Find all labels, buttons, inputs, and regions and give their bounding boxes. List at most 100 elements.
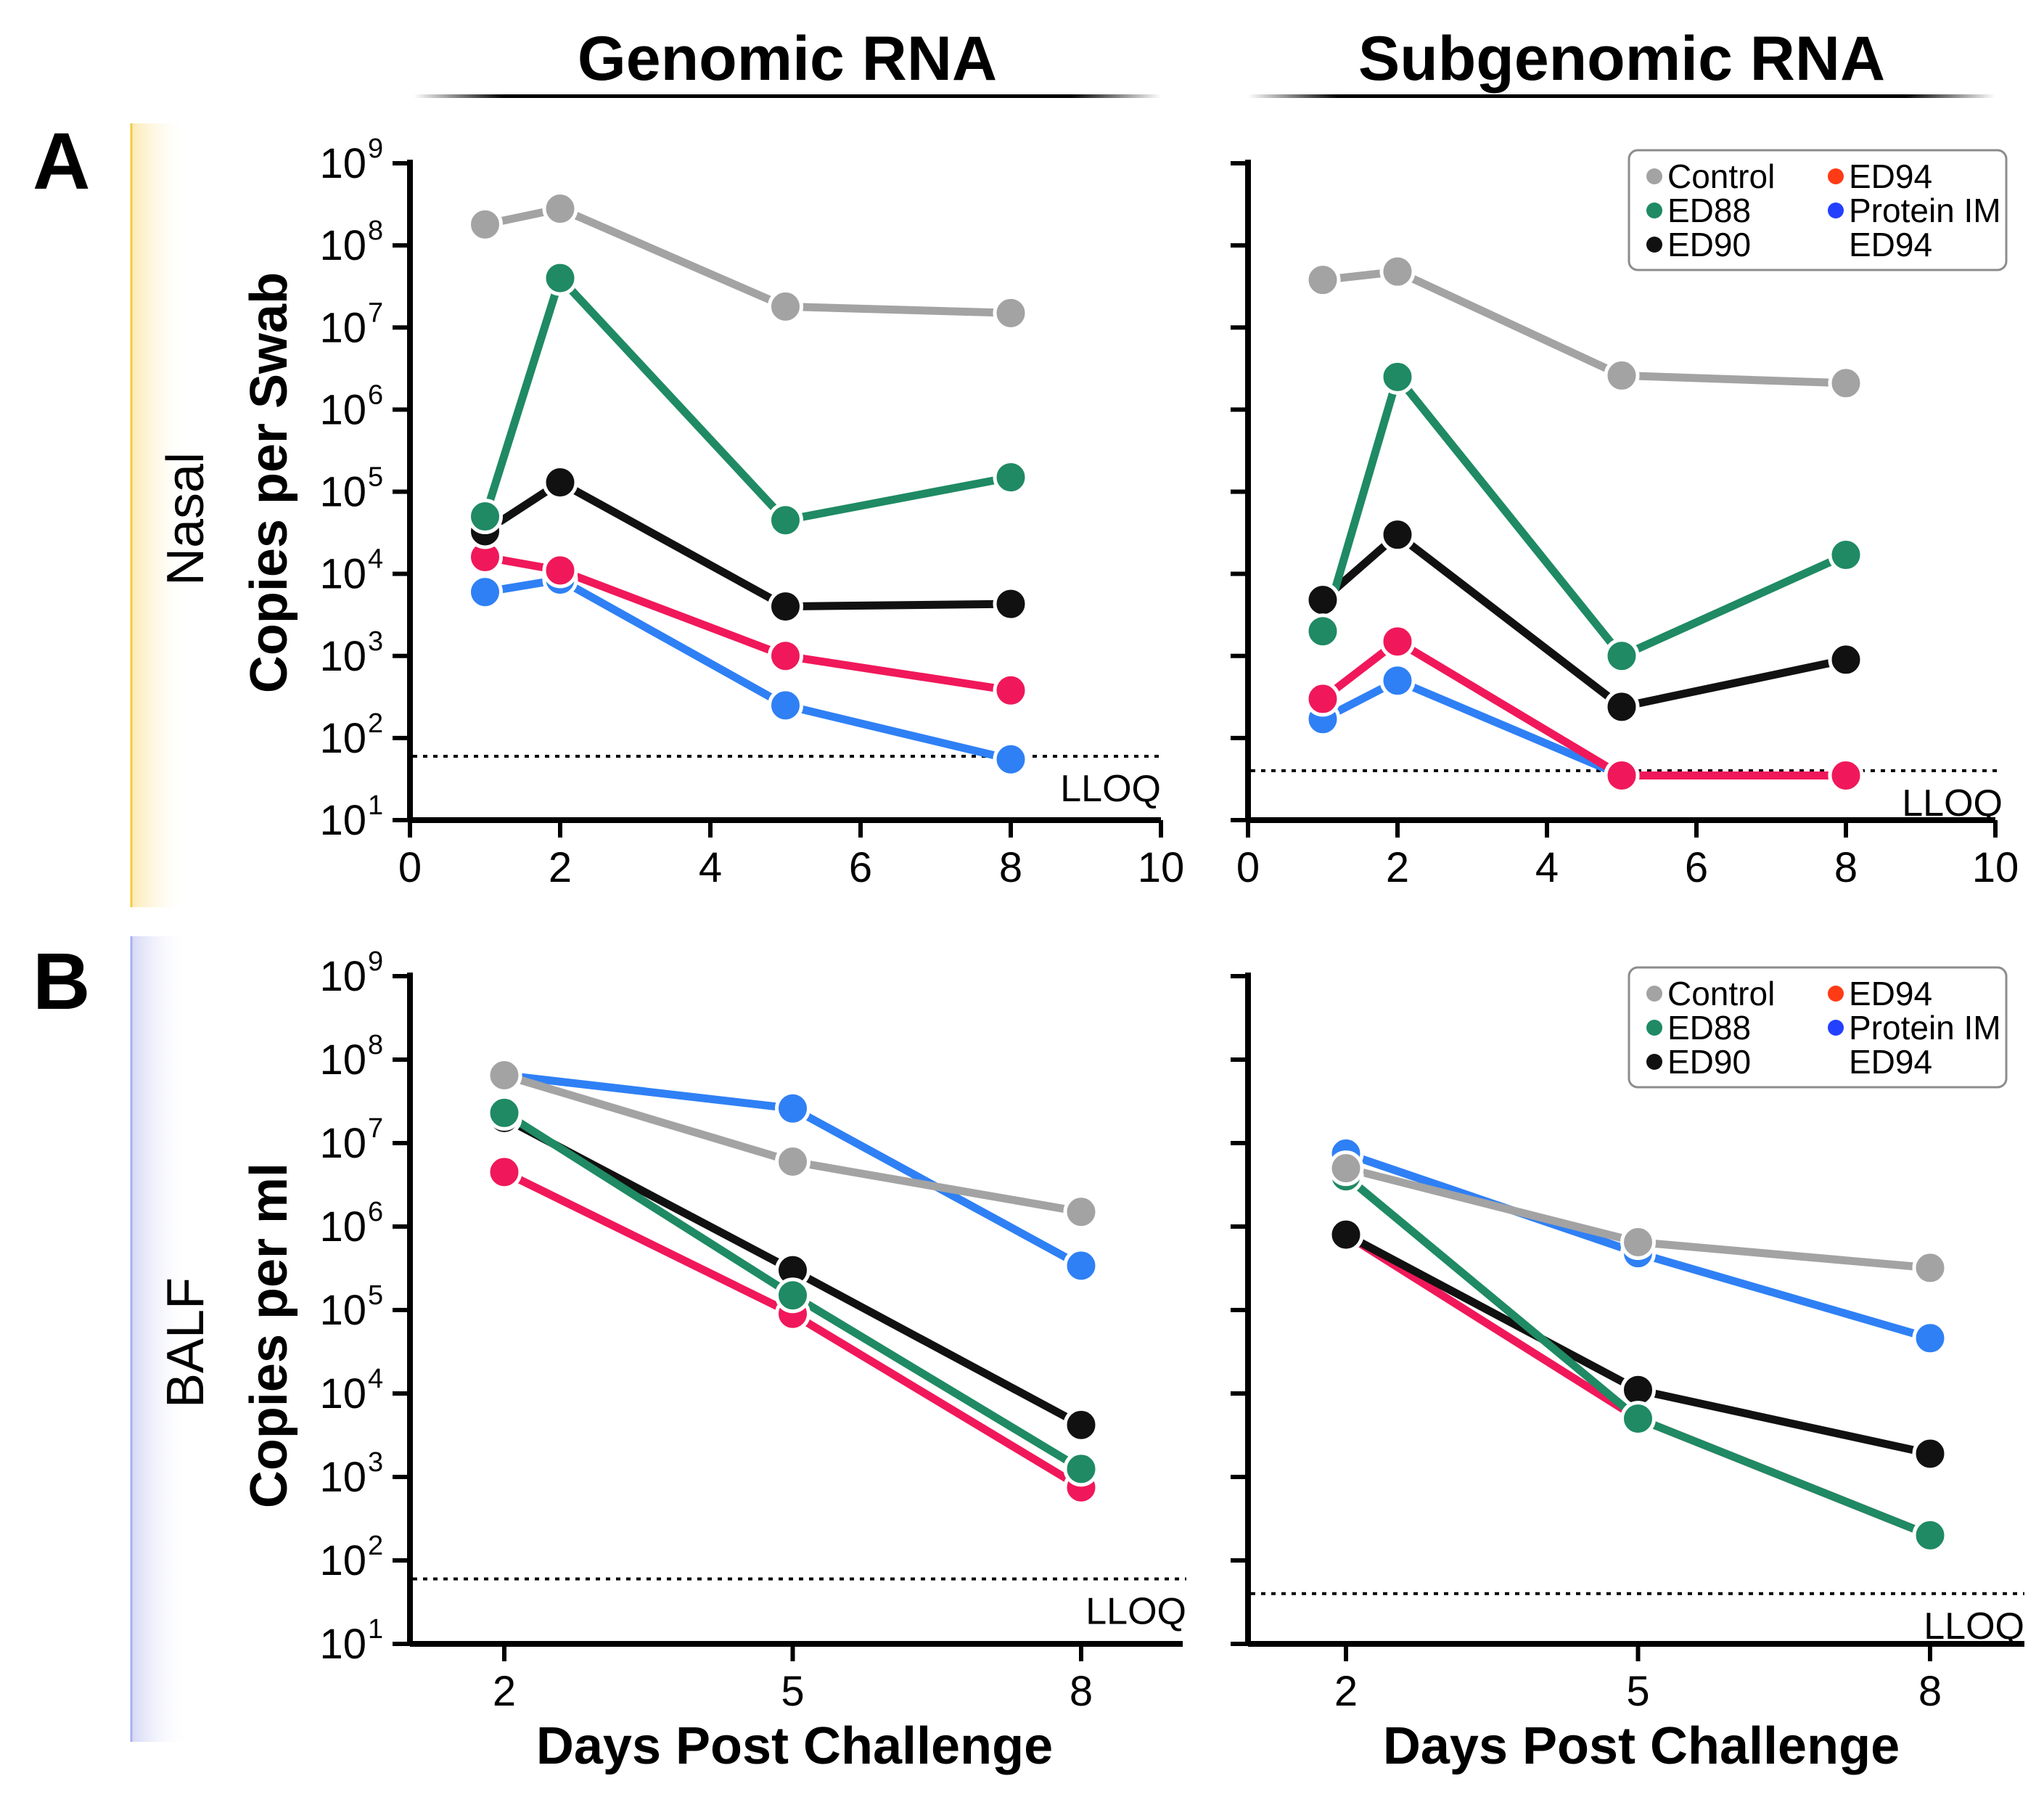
y-tick-exponent: 4 [368, 544, 383, 575]
data-point-ed94 [486, 1154, 522, 1190]
data-point-ed94 [993, 672, 1029, 708]
y-tick-exponent: 5 [368, 462, 383, 493]
y-tick-exponent: 8 [368, 1030, 383, 1060]
data-point-ed90 [768, 589, 803, 625]
series-line-ed94 [1318, 637, 1850, 779]
data-point-control [542, 191, 578, 227]
x-tick-label: 8 [999, 844, 1022, 891]
data-point-ed88 [1305, 613, 1341, 650]
series-line-protein-im-ed94 [481, 576, 1015, 764]
row-band-balf [131, 936, 189, 1742]
data-point-control [993, 295, 1029, 331]
panel-balf-subgenomic: 2 5 8 LLOQ [1231, 973, 2024, 1715]
y-tick-exponent: 9 [368, 946, 383, 977]
data-point-ed90 [993, 586, 1029, 622]
data-point-control [1305, 262, 1341, 298]
column-title-subgenomic: Subgenomic RNA [1358, 24, 1885, 94]
panel-letter-b: B [33, 937, 90, 1026]
legend-label-control: Control [1667, 157, 1775, 195]
data-point-control [1379, 253, 1416, 290]
x-tick-label: 10 [1972, 844, 2019, 891]
data-point-control [768, 288, 803, 324]
ylabel-nasal: Copies per Swab [240, 272, 298, 693]
y-tick-exponent: 1 [368, 790, 383, 821]
legend-label-ed94: ED94 [1849, 157, 1932, 195]
data-point-ed88 [486, 1094, 522, 1131]
legend-balf-subgenomic: Control ED94 ED88 Protein IM ED90 ED94 [1628, 966, 2008, 1089]
data-point-ed88 [1912, 1517, 1948, 1553]
data-point-control [775, 1144, 810, 1180]
data-point-control [1828, 365, 1864, 401]
column-title-underline-subgenomic [1248, 94, 1995, 98]
panel-letter-a: A [33, 117, 90, 206]
x-tick-label: 4 [699, 844, 722, 891]
legend-label-ed88: ED88 [1667, 192, 1751, 229]
series-line-ed88 [481, 274, 1015, 525]
y-tick-label: 10 [319, 1370, 366, 1417]
data-point-ed90 [1328, 1216, 1364, 1253]
legend-box [1628, 966, 2008, 1089]
data-point-control [1063, 1194, 1099, 1230]
x-tick-label: 6 [849, 844, 872, 891]
data-point-ed88 [467, 499, 503, 535]
y-tick-exponent: 6 [368, 1197, 383, 1227]
data-point-control [1912, 1250, 1948, 1286]
legend-label-protein-im: Protein IM [1849, 1009, 2001, 1047]
y-tick-exponent: 9 [368, 134, 383, 164]
y-tick-exponent: 5 [368, 1280, 383, 1311]
legend-label-protein-ed94: ED94 [1849, 1043, 1932, 1081]
data-point-ed90 [542, 464, 578, 501]
series-line-control [481, 205, 1015, 317]
legend-label-ed94: ED94 [1849, 975, 1932, 1012]
data-point-ed94 [1305, 681, 1341, 717]
y-tick-label: 10 [319, 1287, 366, 1334]
row-label-nasal: Nasal [157, 452, 215, 586]
y-tick-label: 10 [319, 386, 366, 433]
y-tick-label: 10 [319, 1454, 366, 1501]
legend-marker-ed94 [1828, 986, 1844, 1002]
y-tick-label: 10 [319, 304, 366, 351]
legend-label-ed90: ED90 [1667, 1043, 1751, 1081]
legend-marker-ed88 [1646, 1020, 1662, 1036]
y-tick-label: 10 [319, 469, 366, 516]
data-point-protein-im-ed94 [467, 574, 503, 610]
data-point-control [1328, 1150, 1364, 1187]
x-tick-label: 6 [1685, 844, 1708, 891]
y-tick-exponent: 6 [368, 380, 383, 410]
series-line-ed88 [1318, 372, 1850, 660]
x-tick-label: 0 [398, 844, 422, 891]
lloq-label: LLOQ [1902, 782, 2003, 824]
ylabel-balf: Copies per ml [240, 1163, 298, 1508]
y-tick-exponent: 7 [368, 1113, 383, 1144]
data-point-control [1604, 357, 1640, 393]
y-tick-label: 10 [319, 1203, 366, 1251]
panel-nasal-subgenomic: 0 2 4 6 8 10 LLOQ [1231, 160, 2019, 891]
data-point-protein-im-ed94 [768, 687, 803, 724]
y-tick-exponent: 7 [368, 298, 383, 328]
legend-marker-control [1646, 168, 1662, 184]
lloq-label: LLOQ [1924, 1605, 2024, 1648]
legend-label-ed88: ED88 [1667, 1009, 1751, 1047]
y-tick-label: 10 [319, 1621, 366, 1668]
y-tick-exponent: 2 [368, 708, 383, 739]
y-tick-label: 10 [319, 715, 366, 762]
data-point-ed88 [1604, 638, 1640, 674]
y-tick-label: 10 [319, 1537, 366, 1584]
legend-label-control: Control [1667, 975, 1775, 1012]
lloq-label: LLOQ [1060, 768, 1161, 810]
y-tick-label: 10 [319, 633, 366, 680]
data-point-ed90 [1379, 517, 1416, 553]
data-point-ed94 [1604, 757, 1640, 793]
data-point-ed90 [1828, 642, 1864, 678]
data-point-ed90 [1604, 689, 1640, 725]
data-point-ed94 [1379, 623, 1416, 660]
data-point-ed88 [1063, 1451, 1099, 1487]
column-title-genomic: Genomic RNA [578, 24, 997, 94]
y-tick-label: 10 [319, 1036, 366, 1084]
y-tick-exponent: 1 [368, 1614, 383, 1645]
y-tick-label: 10 [319, 222, 366, 269]
series-line-control [1318, 267, 1850, 388]
data-point-ed94 [542, 552, 578, 589]
data-point-control [1620, 1224, 1656, 1261]
